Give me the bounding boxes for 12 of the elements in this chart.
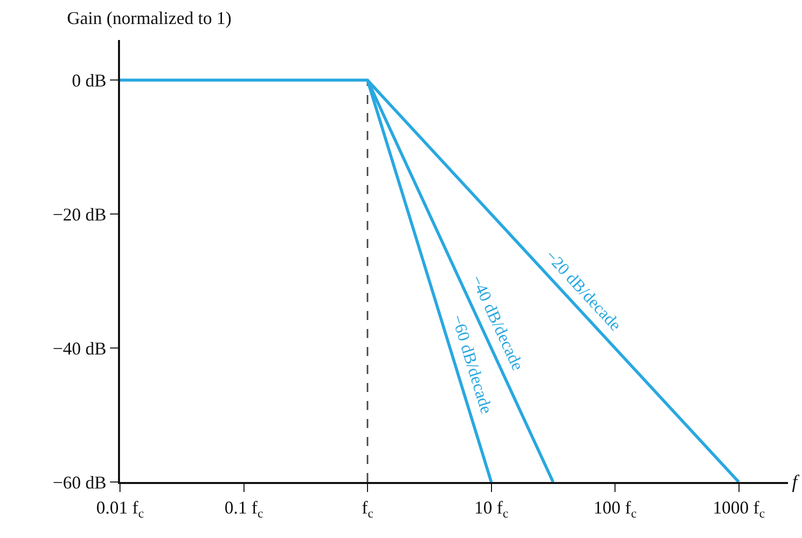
x-tick-label: 0.01 f$_{c}$ (96, 498, 144, 520)
y-tick-label: −60 dB (52, 472, 106, 492)
y-axis-title: Gain (normalized to 1) (67, 8, 232, 28)
x-tick-label: 1000 f$_{c}$ (712, 498, 766, 520)
x-tick-label: 10 f$_{c}$ (474, 498, 509, 520)
x-axis-title: f (792, 472, 800, 493)
y-tick-label: −40 dB (52, 338, 106, 358)
x-tick-label: 0.1 f$_{c}$ (224, 498, 264, 520)
x-tick-label: f$_{c}$ (362, 498, 374, 520)
y-tick-label: −20 dB (52, 204, 106, 224)
x-tick-label: 100 f$_{c}$ (593, 498, 637, 520)
y-tick-label: 0 dB (72, 70, 106, 90)
